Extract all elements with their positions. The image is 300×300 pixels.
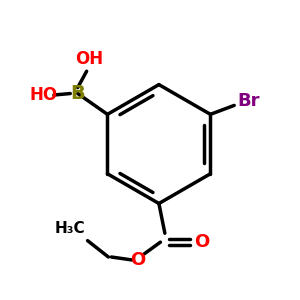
Text: B: B [70, 84, 85, 103]
Text: OH: OH [76, 50, 104, 68]
Text: Br: Br [238, 92, 260, 110]
Text: H₃C: H₃C [54, 221, 85, 236]
Text: O: O [130, 251, 146, 269]
Text: O: O [194, 233, 210, 251]
Text: HO: HO [29, 86, 58, 104]
